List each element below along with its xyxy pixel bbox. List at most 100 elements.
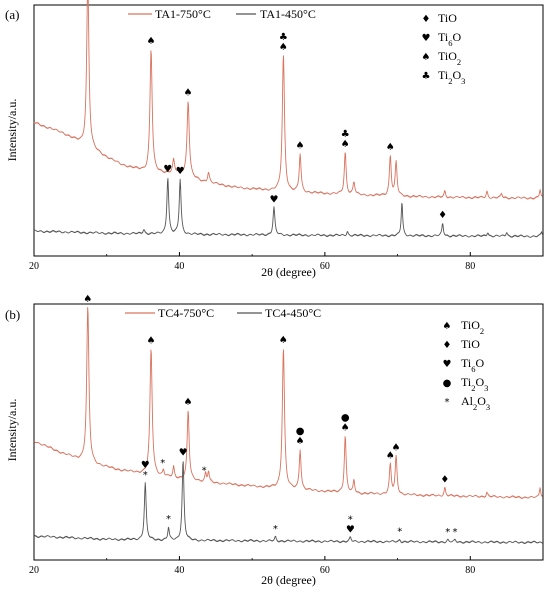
peak-marker: ♦	[438, 210, 447, 221]
peak-marker-symbol: *	[202, 466, 207, 477]
peak-marker: *♥	[141, 460, 150, 481]
peak-marker: *	[273, 524, 278, 535]
phase-key-label: Ti6O	[461, 356, 485, 374]
series-line-TC4-750°C	[33, 307, 543, 499]
peak-marker: ♠♣	[341, 129, 350, 150]
peak-marker: ♥*	[346, 514, 355, 535]
plot-frame	[33, 4, 544, 257]
phase-key-symbol: ♥	[443, 359, 452, 370]
peak-marker-symbol: ♦	[440, 474, 449, 485]
phase-key-symbol: ♠	[422, 52, 431, 63]
peak-marker: *	[202, 466, 207, 477]
peak-marker-symbol: ♦	[438, 210, 447, 221]
peak-marker-symbol: ♠	[341, 423, 350, 434]
peak-marker-symbol: *	[453, 527, 458, 538]
x-axis-label: 2θ (degree)	[261, 265, 316, 279]
panel-label: (b)	[5, 307, 20, 322]
phase-key-label: TiO	[461, 337, 480, 351]
peak-marker-symbol: ♠	[386, 142, 395, 153]
phase-key-label: TiO	[438, 11, 457, 25]
x-axis-label: 2θ (degree)	[261, 573, 316, 587]
peak-marker: ♠	[184, 87, 193, 98]
phase-key-label: Al2O3	[461, 394, 490, 412]
peak-marker: ♥	[269, 195, 278, 206]
phase-key: ♠ TiO2 ♦ TiO ♥ Ti6O ● Ti2O3 * Al2O3	[443, 318, 491, 412]
peak-marker-symbol: ♠	[341, 139, 350, 150]
peak-marker: *	[445, 527, 450, 538]
x-tick-label: 20	[29, 261, 39, 272]
phase-key-symbol: ♠	[443, 321, 452, 332]
peak-marker: ♠	[184, 397, 193, 408]
x-tick-label: 40	[174, 565, 184, 576]
peak-marker-symbol: ♠	[296, 436, 305, 447]
peak-marker: ♦	[440, 474, 449, 485]
peak-marker-symbol: ♥	[269, 195, 278, 206]
peak-marker: ♠	[147, 335, 156, 346]
phase-key-symbol: ♥	[422, 33, 431, 44]
peak-marker-symbol: *	[273, 524, 278, 535]
phase-key-symbol: ●	[443, 378, 452, 389]
peak-marker: *	[453, 527, 458, 538]
peak-marker-symbol: ♠	[392, 443, 401, 454]
x-tick-label: 60	[320, 565, 330, 576]
panel-b: 20 40 60 80 2θ (degree) Intensity/a.u. (b) TC4-…	[5, 294, 544, 587]
peak-marker-symbol: ♥	[176, 166, 185, 177]
series-line-TC4-450°C	[33, 461, 543, 545]
x-tick-label: 40	[174, 261, 184, 272]
peak-marker-symbol: *	[160, 458, 165, 469]
peak-marker-symbol: ♠	[147, 335, 156, 346]
phase-key-symbol: *	[445, 397, 450, 408]
peak-marker-symbol: *	[397, 527, 402, 538]
peak-marker-symbol: ●	[296, 426, 305, 437]
phase-key: ♦ TiO ♥ Ti6O ♠ TiO2 ♣ Ti2O3	[422, 11, 466, 86]
legend-entry: TC4-450°C	[265, 306, 321, 320]
legend-entry: TA1-750°C	[155, 7, 211, 21]
phase-key-label: TiO2	[438, 49, 461, 67]
peak-marker: ♠●	[296, 426, 305, 447]
peak-marker-symbol: *	[348, 514, 353, 525]
x-tick-label: 80	[465, 261, 475, 272]
phase-key-label: Ti6O	[438, 30, 462, 48]
peak-marker: ♠♣	[279, 32, 288, 53]
peak-marker-symbol: ♠	[386, 451, 395, 462]
legend: TC4-750°C TC4-450°C	[125, 306, 321, 320]
peak-marker-symbol: ♠	[296, 141, 305, 152]
series-line-TA1-750°C	[33, 0, 543, 200]
peak-marker: ♠	[386, 142, 395, 153]
peak-marker: ♥	[163, 164, 172, 175]
legend-entry: TC4-750°C	[158, 306, 214, 320]
peak-marker-symbol: ●	[341, 413, 350, 424]
y-axis-label: Intensity/a.u.	[5, 99, 19, 162]
x-tick-label: 60	[320, 261, 330, 272]
peak-marker: ♥	[176, 166, 185, 177]
peak-marker-symbol: ♥	[179, 447, 188, 458]
peak-marker-symbol: ♠	[83, 294, 92, 305]
peak-marker: ♠	[296, 141, 305, 152]
peak-marker-symbol: ♥	[346, 524, 355, 535]
phase-key-symbol: ♣	[422, 71, 431, 82]
phase-key-label: TiO2	[461, 318, 484, 336]
phase-key-symbol: ♦	[443, 340, 452, 351]
peak-marker: *	[166, 514, 171, 525]
legend-entry: TA1-450°C	[260, 7, 316, 21]
peak-marker: ♠	[386, 451, 395, 462]
peak-marker-symbol: ♥	[141, 460, 150, 471]
peak-marker-symbol: *	[143, 470, 148, 481]
peak-marker-symbol: ♠	[184, 397, 193, 408]
peak-marker-symbol: ♥	[163, 164, 172, 175]
peak-marker-symbol: ♠	[147, 36, 156, 47]
x-tick-label: 20	[29, 565, 39, 576]
peak-marker: ♠	[147, 36, 156, 47]
peak-marker-symbol: *	[445, 527, 450, 538]
panel-a: 20 40 60 80 2θ (degree) Intensity/a.u. (a) TA1-…	[5, 0, 544, 279]
peak-marker: *	[397, 527, 402, 538]
peak-marker: *	[160, 458, 165, 469]
x-tick-label: 80	[465, 565, 475, 576]
peak-marker-symbol: ♠	[279, 335, 288, 346]
phase-key-label: Ti2O3	[461, 375, 488, 393]
series-line-TA1-450°C	[33, 178, 544, 238]
panel-label: (a)	[5, 7, 19, 22]
peak-marker: ♠	[83, 294, 92, 305]
legend: TA1-750°C TA1-450°C	[128, 7, 316, 21]
